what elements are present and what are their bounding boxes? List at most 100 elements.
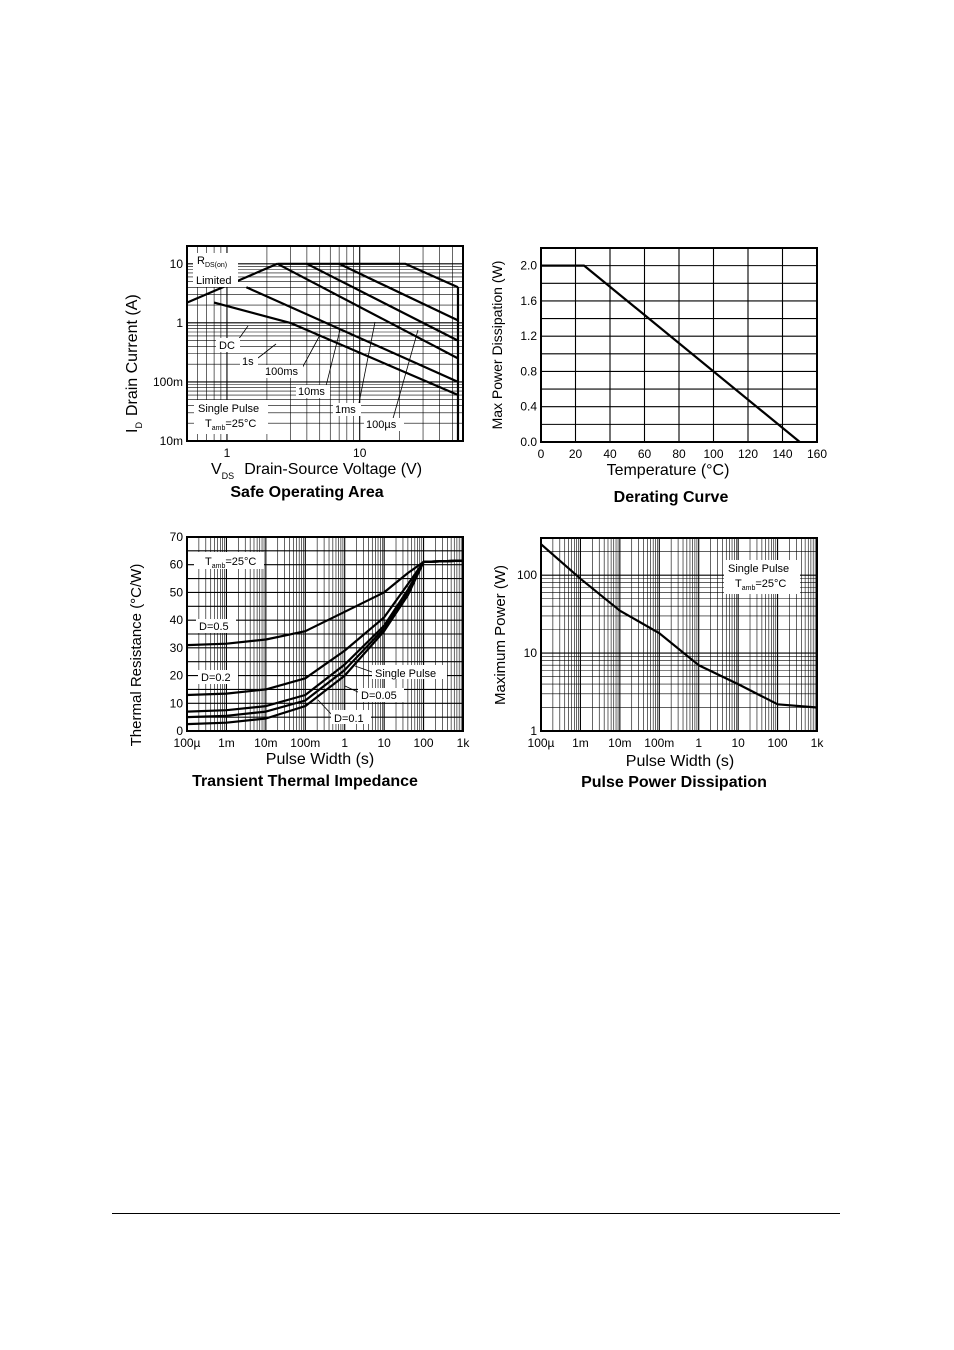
thermal-callouts (317, 665, 373, 717)
x-tick-label: 1 (341, 736, 348, 750)
y-tick-label: 100m (153, 375, 183, 389)
derating-x-label: Temperature (°C) (607, 462, 730, 479)
y-tick-label: 10 (170, 257, 184, 271)
series-line (541, 264, 801, 443)
x-tick-label: 60 (638, 447, 652, 461)
soa-x-label: VDS Drain-Source Voltage (V) (211, 461, 422, 481)
soa-chart: 1 10 10 1 100m 10m RDS(on) Limited DC 1s 100… (124, 245, 464, 501)
x-tick-label: 10m (608, 736, 631, 750)
y-tick-label: 0.8 (520, 364, 537, 378)
x-tick-label: 120 (738, 447, 758, 461)
x-tick-label: 10 (353, 446, 367, 460)
derating-chart: 0 20 40 60 80 100 120 140 160 0.0 0.4 0.8 1.2 1.6 2.0… (489, 247, 828, 506)
series-line (213, 301, 459, 397)
thermal-d01-label: D=0.1 (334, 713, 364, 725)
derating-grid (540, 247, 818, 443)
series-line (540, 543, 818, 709)
x-tick-label: 10m (254, 736, 277, 750)
series-line (306, 262, 459, 342)
derating-y-label: Max Power Dissipation (W) (489, 261, 505, 430)
x-tick-label: 140 (772, 447, 792, 461)
pulse-chart: 100µ 1m 10m 100m 1 10 100 1k 1 10 100 Single Puls… (492, 537, 825, 791)
y-tick-label: 100 (517, 568, 537, 582)
x-tick-label: 160 (807, 447, 827, 461)
series-line (186, 559, 464, 726)
soa-labels: RDS(on) Limited DC 1s 100ms 10ms 1ms 100… (193, 253, 404, 434)
pulse-labels: Single Pulse Tamb=25°C (724, 560, 800, 594)
footer-rule (112, 1213, 840, 1214)
x-tick-label: 1m (572, 736, 589, 750)
soa-100ms-label: 100ms (265, 366, 299, 378)
y-tick-label: 60 (170, 558, 184, 572)
derating-series (541, 264, 801, 443)
soa-dc-label: DC (219, 340, 235, 352)
thermal-frame (186, 536, 464, 732)
pulse-title: Pulse Power Dissipation (581, 774, 767, 791)
thermal-d05-label: D=0.5 (199, 621, 229, 633)
x-tick-label: 100µ (528, 736, 555, 750)
soa-1ms-label: 1ms (335, 404, 356, 416)
pulse-x-label: Pulse Width (s) (626, 753, 734, 770)
x-tick-label: 100m (290, 736, 320, 750)
thermal-y-label: Thermal Resistance (°C/W) (128, 564, 145, 747)
pulse-y-ticks: 1 10 100 (517, 568, 537, 738)
soa-y-label: IDDrain Current (A) (124, 294, 144, 433)
y-tick-label: 10 (524, 646, 538, 660)
thermal-d005-label: D=0.05 (361, 690, 397, 702)
x-tick-label: 1 (224, 446, 231, 460)
soa-1s-label: 1s (242, 356, 254, 368)
y-tick-label: 0.4 (520, 400, 537, 414)
x-tick-label: 100 (768, 736, 788, 750)
x-tick-label: 100m (644, 736, 674, 750)
soa-note-line2: Tamb=25°C (205, 418, 256, 432)
y-tick-label: 0.0 (520, 435, 537, 449)
y-tick-label: 0 (176, 724, 183, 738)
derating-x-ticks: 0 20 40 60 80 100 120 140 160 (538, 447, 828, 461)
y-tick-label: 30 (170, 641, 184, 655)
soa-y-ticks: 10 1 100m 10m (153, 257, 183, 448)
pulse-y-label: Maximum Power (W) (492, 565, 509, 705)
pulse-frame (540, 537, 818, 732)
y-tick-label: 1.2 (520, 329, 537, 343)
x-tick-label: 100 (414, 736, 434, 750)
thermal-d02-label: D=0.2 (201, 672, 231, 684)
x-tick-label: 1m (218, 736, 235, 750)
y-tick-label: 1.6 (520, 294, 537, 308)
pulse-series (540, 543, 818, 709)
pulse-x-ticks: 100µ 1m 10m 100m 1 10 100 1k (528, 736, 825, 750)
x-tick-label: 10 (731, 736, 745, 750)
thermal-y-ticks: 0 10 20 30 40 50 60 70 (170, 530, 184, 738)
y-tick-label: 1 (176, 316, 183, 330)
thermal-chart: 100µ 1m 10m 100m 1 10 100 1k 0 10 20 30 40 50 60 70 Ta… (128, 530, 470, 790)
thermal-x-label: Pulse Width (s) (266, 751, 374, 768)
soa-rds-label: RDS(on) (197, 255, 227, 269)
soa-10ms-label: 10ms (298, 386, 325, 398)
soa-x-ticks: 1 10 (224, 446, 367, 460)
x-tick-label: 1 (695, 736, 702, 750)
x-tick-label: 100 (703, 447, 723, 461)
thermal-title: Transient Thermal Impedance (192, 773, 418, 790)
y-tick-label: 10 (170, 696, 184, 710)
thermal-series (186, 559, 464, 726)
x-tick-label: 40 (603, 447, 617, 461)
soa-frame (186, 245, 464, 442)
series-line (245, 286, 459, 383)
soa-title: Safe Operating Area (230, 484, 383, 501)
x-tick-label: 20 (569, 447, 583, 461)
thermal-x-ticks: 100µ 1m 10m 100m 1 10 100 1k (174, 736, 471, 750)
series-line (186, 559, 464, 647)
thermal-labels: Tamb=25°C D=0.5 D=0.2 Single Pulse D=0.0… (194, 552, 447, 725)
y-tick-label: 50 (170, 585, 184, 599)
y-tick-label: 10m (160, 434, 183, 448)
y-tick-label: 20 (170, 669, 184, 683)
x-tick-label: 1k (811, 736, 825, 750)
soa-callouts (237, 321, 419, 423)
x-tick-label: 10 (377, 736, 391, 750)
soa-limited-label: Limited (196, 275, 231, 287)
series-line (277, 262, 459, 289)
pulse-note-line2: Tamb=25°C (735, 578, 786, 592)
thermal-tamb-label: Tamb=25°C (205, 556, 256, 570)
pulse-note-line1: Single Pulse (728, 563, 789, 575)
y-tick-label: 40 (170, 613, 184, 627)
